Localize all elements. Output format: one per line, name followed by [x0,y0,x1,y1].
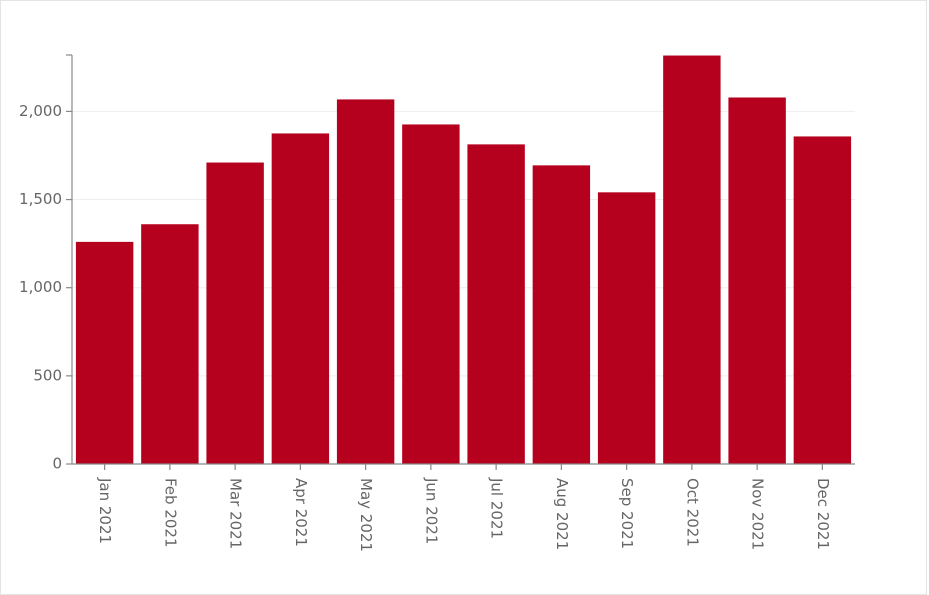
bar [271,133,330,464]
x-tick-label: Jun 2021 [422,477,440,544]
x-tick-label: Sep 2021 [618,478,636,549]
x-tick-label: Jul 2021 [488,477,506,539]
y-tick-label: 2,000 [19,102,62,120]
x-tick-label: Nov 2021 [749,478,767,550]
x-tick-label: Jan 2021 [96,477,114,544]
y-tick-label: 1,000 [19,278,62,296]
bar [728,97,786,465]
x-tick-label: Dec 2021 [814,478,832,550]
x-tick-label: Oct 2021 [683,478,701,547]
bar [402,124,460,465]
x-tick-label: Mar 2021 [227,478,245,549]
x-tick-label: May 2021 [357,478,375,552]
x-tick-label: Feb 2021 [161,478,179,548]
y-tick-label: 0 [52,455,62,473]
x-tick-label: Aug 2021 [553,478,571,550]
bar [597,192,656,464]
y-tick-label: 1,500 [19,190,62,208]
bar [141,224,199,464]
y-tick-label: 500 [33,366,62,384]
bar [206,162,264,464]
bar [793,136,852,464]
x-tick-label: Apr 2021 [292,478,310,547]
bar [467,144,525,464]
bar [75,241,134,464]
bar [532,165,591,464]
bar [663,55,721,465]
bar [336,99,395,464]
